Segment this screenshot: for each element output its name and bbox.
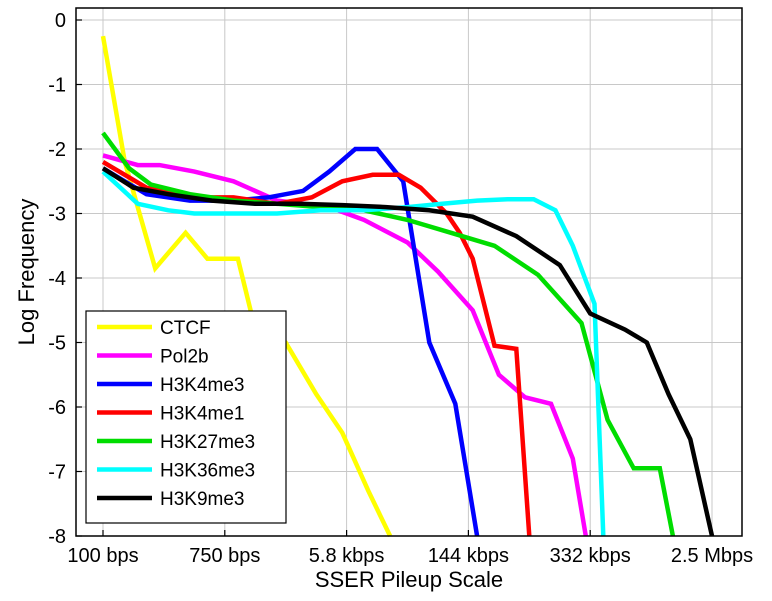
series-line-ctcf [100,35,393,537]
y-tick-label: -7 [48,462,66,484]
legend-label: H3K4me1 [160,404,245,425]
legend-label: CTCF [160,318,211,339]
y-tick-label: -3 [48,204,66,226]
legend-label: Pol2b [160,347,209,368]
series-lines [100,35,715,537]
x-tick-label: 144 kbps [428,545,509,567]
legend-label: H3K27me3 [160,432,255,453]
x-tick-label: 2.5 Mbps [671,545,753,567]
x-tick-label: 750 bps [189,545,260,567]
legend-box [85,310,287,524]
legend-label: H3K4me3 [160,375,245,396]
x-tick-label: 332 kbps [550,545,631,567]
y-tick-label: -8 [48,526,66,548]
legend-label: H3K36me3 [160,461,255,482]
legend: CTCF Pol2b H3K4me3 H3K4me1 H3K27me3 H3K36me3 H… [85,310,287,524]
y-tick-label: -6 [48,397,66,419]
x-tick-label: 100 bps [67,545,138,567]
y-axis-title: Log Frequency [14,199,39,346]
y-tick-label: 0 [55,10,66,32]
y-tick-label: -2 [48,139,66,161]
series-line-h3k9me3 [101,166,715,537]
y-tick-label: -5 [48,333,66,355]
series-line-h3k27me3 [101,131,676,537]
plot-frame [75,7,743,537]
legend-label: H3K9me3 [160,489,245,510]
series-line-h3k4me3 [101,146,480,537]
series-line-pol2b [102,153,589,537]
y-tick-label: -1 [48,75,66,97]
y-tick-label: -4 [48,268,66,290]
x-tick-label: 5.8 kbps [309,545,385,567]
x-axis-title: SSER Pileup Scale [315,567,503,592]
